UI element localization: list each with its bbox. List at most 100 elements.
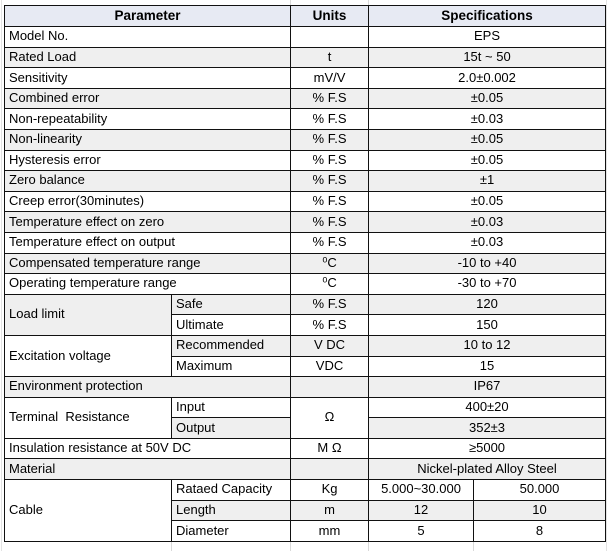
row-non-repeatability: Non-repeatability % F.S ±0.03 — [3, 108, 607, 130]
spec-length-b: 10 — [473, 499, 607, 522]
row-temp-effect-on-output: Temperature effect on output % F.S ±0.03 — [3, 231, 607, 254]
row-load-limit-ultimate: Ultimate % F.S 150 — [5, 314, 607, 336]
param-group-load-limit: Load limit — [4, 293, 172, 336]
unit-material — [290, 458, 370, 481]
bottom-gridline-tick — [368, 542, 369, 551]
spec-combined-error: ±0.05 — [368, 87, 607, 110]
header-units: Units — [290, 5, 370, 27]
spec-length-a: 12 — [368, 499, 475, 522]
param-creep-error: Creep error(30minutes) — [3, 190, 292, 213]
unit-model-no — [290, 26, 370, 48]
spec-environment-protection: IP67 — [368, 376, 607, 398]
top-gridline-tick — [368, 0, 369, 5]
unit-compensated-temp-range: ⁰C — [290, 252, 370, 275]
row-compensated-temp-range: Compensated temperature range ⁰C -10 to … — [3, 252, 607, 275]
param-non-repeatability: Non-repeatability — [3, 108, 292, 130]
unit-length: m — [290, 499, 370, 522]
unit-hysteresis-error: % F.S — [290, 149, 370, 172]
specifications-table: Parameter Units Specifications Model No.… — [3, 5, 607, 542]
spec-maximum: 15 — [368, 355, 607, 378]
unit-non-linearity: % F.S — [290, 128, 370, 151]
row-temp-effect-on-zero: Temperature effect on zero % F.S ±0.03 — [3, 211, 607, 233]
row-zero-balance: Zero balance % F.S ±1 — [3, 170, 607, 192]
header-parameter: Parameter — [3, 5, 292, 27]
unit-diameter: mm — [290, 520, 370, 542]
spec-operating-temp-range: -30 to +70 — [368, 273, 607, 295]
spec-recommended: 10 to 12 — [368, 334, 607, 357]
param-group-cable: Cable — [4, 479, 172, 542]
subparam-length: Length — [170, 499, 292, 522]
param-environment-protection: Environment protection — [3, 376, 292, 398]
unit-safe: % F.S — [290, 293, 370, 316]
unit-temp-effect-on-output: % F.S — [290, 231, 370, 254]
subparam-safe: Safe — [170, 293, 292, 316]
row-non-linearity: Non-linearity % F.S ±0.05 — [3, 128, 607, 151]
row-insulation-resistance: Insulation resistance at 50V DC M Ω ≥500… — [3, 437, 607, 460]
row-cable-diameter: Diameter mm 5 8 — [5, 520, 607, 542]
subparam-ultimate: Ultimate — [170, 314, 292, 336]
bottom-gridline-tick — [171, 542, 172, 551]
row-sensitivity: Sensitivity mV/V 2.0±0.002 — [3, 67, 607, 89]
param-operating-temp-range: Operating temperature range — [3, 273, 292, 295]
unit-recommended: V DC — [290, 334, 370, 357]
spec-safe: 120 — [368, 293, 607, 316]
spec-temp-effect-on-output: ±0.03 — [368, 231, 607, 254]
row-rated-load: Rated Load t 15t ~ 50 — [3, 46, 607, 69]
spec-rated-capacity-a: 5.000~30.000 — [368, 479, 475, 501]
unit-terminal-resistance: Ω — [290, 396, 370, 439]
row-hysteresis-error: Hysteresis error % F.S ±0.05 — [3, 149, 607, 172]
row-load-limit-safe: Load limit Safe % F.S 120 — [4, 293, 607, 336]
param-temp-effect-on-output: Temperature effect on output — [3, 231, 292, 254]
unit-rated-capacity: Kg — [290, 479, 370, 501]
spec-creep-error: ±0.05 — [368, 190, 607, 213]
header-specifications: Specifications — [368, 5, 607, 27]
unit-rated-load: t — [290, 46, 370, 69]
param-rated-load: Rated Load — [3, 46, 292, 69]
param-model-no: Model No. — [3, 26, 292, 48]
unit-maximum: VDC — [290, 355, 370, 378]
unit-environment-protection — [290, 376, 370, 398]
row-model-no: Model No. EPS — [3, 26, 607, 48]
bottom-gridline-tick — [473, 542, 474, 551]
unit-sensitivity: mV/V — [290, 67, 370, 89]
param-insulation-resistance: Insulation resistance at 50V DC — [3, 437, 292, 460]
spec-hysteresis-error: ±0.05 — [368, 149, 607, 172]
unit-insulation-resistance: M Ω — [290, 437, 370, 460]
spec-zero-balance: ±1 — [368, 170, 607, 192]
spec-temp-effect-on-zero: ±0.03 — [368, 211, 607, 233]
spec-diameter-a: 5 — [368, 520, 475, 542]
spec-input: 400±20 — [368, 396, 607, 419]
row-cable-length: Length m 12 10 — [5, 499, 607, 522]
unit-zero-balance: % F.S — [290, 170, 370, 192]
param-group-terminal-resistance: Terminal Resistance — [4, 396, 172, 439]
unit-non-repeatability: % F.S — [290, 108, 370, 130]
bottom-gridline-tick — [290, 542, 291, 551]
spec-rated-capacity-b: 50.000 — [473, 479, 607, 501]
param-sensitivity: Sensitivity — [3, 67, 292, 89]
subparam-diameter: Diameter — [170, 520, 292, 542]
param-non-linearity: Non-linearity — [3, 128, 292, 151]
spec-ultimate: 150 — [368, 314, 607, 336]
param-temp-effect-on-zero: Temperature effect on zero — [3, 211, 292, 233]
subparam-input: Input — [170, 396, 292, 419]
spec-material: Nickel-plated Alloy Steel — [368, 458, 607, 481]
spec-non-linearity: ±0.05 — [368, 128, 607, 151]
left-gridline-artifact — [1, 0, 2, 551]
row-excitation-recommended: Excitation voltage Recommended V DC 10 t… — [4, 334, 607, 378]
subparam-recommended: Recommended — [170, 334, 292, 357]
row-creep-error: Creep error(30minutes) % F.S ±0.05 — [3, 190, 607, 213]
header-row: Parameter Units Specifications — [3, 5, 607, 27]
row-terminal-input: Terminal Resistance Input Ω 400±20 — [4, 396, 607, 439]
param-combined-error: Combined error — [3, 87, 292, 110]
param-zero-balance: Zero balance — [3, 170, 292, 192]
subparam-rated-capacity: Rataed Capacity — [170, 479, 292, 501]
subparam-output: Output — [170, 417, 292, 439]
row-cable-rated-capacity: Cable Rataed Capacity Kg 5.000~30.000 50… — [4, 479, 607, 542]
spec-model-no: EPS — [368, 26, 607, 48]
param-compensated-temp-range: Compensated temperature range — [3, 252, 292, 275]
row-environment-protection: Environment protection IP67 — [3, 376, 607, 398]
row-excitation-maximum: Maximum VDC 15 — [5, 355, 607, 378]
unit-temp-effect-on-zero: % F.S — [290, 211, 370, 233]
param-hysteresis-error: Hysteresis error — [3, 149, 292, 172]
param-material: Material — [3, 458, 292, 481]
